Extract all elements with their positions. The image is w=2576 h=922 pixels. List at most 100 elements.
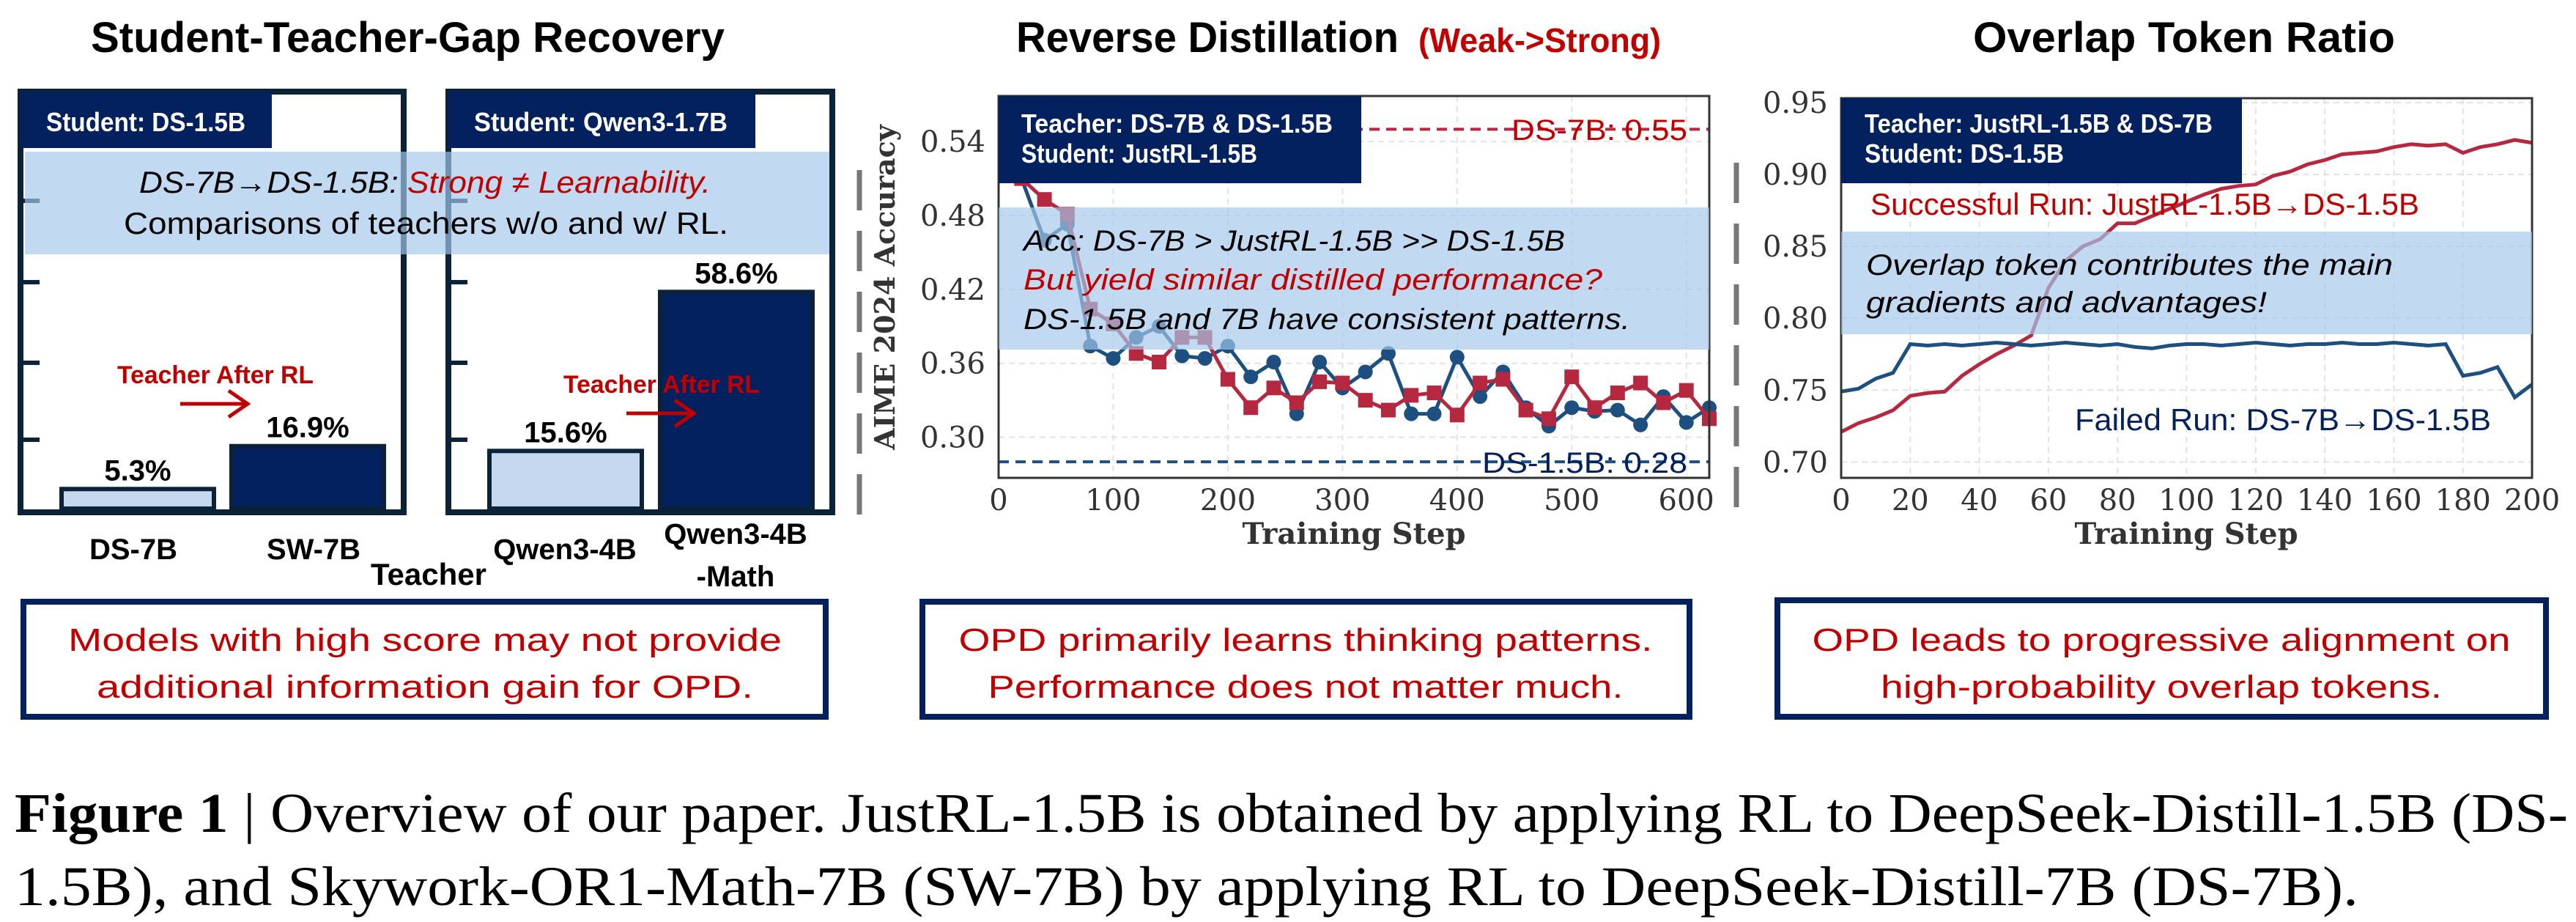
y-tick-label: 0.80 bbox=[1763, 302, 1828, 336]
data-point-circle bbox=[1449, 350, 1465, 365]
y-tick-label: 0.85 bbox=[1763, 230, 1828, 264]
data-point-circle bbox=[1473, 389, 1488, 405]
y-tick-label: 0.90 bbox=[1763, 158, 1828, 192]
band-text-line3: DS-1.5B and 7B have consistent patterns. bbox=[1024, 303, 1630, 336]
teacher-label: Teacher: DS-7B & DS-1.5B bbox=[1021, 108, 1333, 139]
summary-box-overlap: OPD leads to progressive alignment on hi… bbox=[1774, 597, 2549, 720]
band-text-line1: DS-7B→DS-1.5B: Strong ≠ Learnability. bbox=[139, 165, 711, 199]
teacher-student-box bbox=[1841, 98, 2242, 183]
summary-box-gap: Models with high score may not provide a… bbox=[21, 599, 829, 720]
student-label-box bbox=[21, 92, 272, 148]
data-point-square bbox=[1587, 400, 1602, 416]
x-axis-label: Training Step bbox=[1242, 517, 1465, 551]
x-tick-label: 40 bbox=[1961, 484, 1998, 517]
data-point-circle bbox=[1380, 346, 1396, 361]
bar bbox=[658, 289, 815, 511]
summary-line2: Performance does not matter much. bbox=[988, 669, 1624, 705]
x-tick-label: 400 bbox=[1429, 484, 1485, 517]
bar bbox=[487, 449, 644, 511]
student-label: Student: DS-1.5B bbox=[1865, 139, 2064, 169]
data-point-circle bbox=[1106, 350, 1121, 366]
x-axis-label: Training Step bbox=[2074, 517, 2298, 551]
x-tick-label: 200 bbox=[1200, 484, 1256, 517]
teacher-student-box bbox=[999, 96, 1361, 183]
data-point-square bbox=[1037, 192, 1052, 207]
student-label: Student: JustRL-1.5B bbox=[1021, 139, 1257, 169]
data-point-square bbox=[1495, 372, 1511, 387]
data-point-circle bbox=[1564, 400, 1580, 416]
y-tick-label: 0.95 bbox=[1763, 86, 1828, 120]
summary-line1: OPD leads to progressive alignment on bbox=[1813, 622, 2511, 658]
band-text-line1: Overlap token contributes the main bbox=[1866, 249, 2393, 281]
bar bbox=[59, 487, 216, 512]
data-point-square bbox=[1656, 395, 1671, 410]
panel-gap-recovery: Student-Teacher-Gap Recovery 5.3% 16.9% 15… bbox=[18, 14, 835, 593]
bar-marks: 5.3% 16.9% 15.6% 58.6% bbox=[23, 199, 815, 512]
reference-label-ds7b: DS-7B: 0.55 bbox=[1511, 114, 1687, 147]
data-point-circle bbox=[1404, 406, 1419, 421]
series-line bbox=[1840, 341, 2534, 400]
data-point-square bbox=[1610, 386, 1625, 401]
band-text-line2: gradients and advantages! bbox=[1866, 287, 2267, 319]
highlight-band bbox=[25, 152, 829, 254]
x-tick-label: 600 bbox=[1659, 484, 1714, 517]
data-point-circle bbox=[1266, 355, 1281, 370]
data-point-circle bbox=[1610, 402, 1625, 418]
y-axis-label: AIME 2024 Accuracy bbox=[868, 124, 901, 451]
data-point-square bbox=[1335, 375, 1350, 391]
data-point-square bbox=[1633, 375, 1648, 391]
y-tick-label: 0.54 bbox=[920, 125, 985, 159]
arrow-right-icon bbox=[180, 388, 251, 419]
band-text-line2: Comparisons of teachers w/o and w/ RL. bbox=[124, 206, 728, 240]
data-point-circle bbox=[1289, 406, 1304, 421]
figure-caption-line2: 1.5B), and Skywork-OR1-Math-7B (SW-7B) b… bbox=[15, 856, 2358, 918]
x-tick-label: 0 bbox=[989, 484, 1007, 517]
panel-title: Overlap Token Ratio bbox=[1973, 14, 2395, 62]
band-text-line2: But yield similar distilled performance? bbox=[1024, 264, 1603, 296]
teacher-label: Teacher: JustRL-1.5B & DS-7B bbox=[1865, 108, 2213, 139]
band-text-line1: Acc: DS-7B > JustRL-1.5B >> DS-1.5B bbox=[1022, 225, 1565, 257]
figure-label: Figure 1 bbox=[15, 783, 229, 844]
panel-reverse-distillation: Reverse Distillation (Weak->Strong) 0 100… bbox=[868, 14, 1717, 551]
y-tick-label: 0.70 bbox=[1763, 446, 1828, 479]
x-tick-label: Qwen3-4B bbox=[664, 518, 807, 550]
data-point-square bbox=[1128, 346, 1144, 361]
data-point-circle bbox=[1174, 348, 1190, 364]
y-tick-label: 0.48 bbox=[920, 199, 985, 233]
bar-value-label: 58.6% bbox=[695, 257, 777, 289]
arrow-right-icon bbox=[626, 398, 697, 429]
x-tick-label: 500 bbox=[1544, 484, 1599, 517]
x-tick-label: DS-7B bbox=[89, 534, 177, 566]
summary-line1: Models with high score may not provide bbox=[68, 622, 782, 658]
bar-value-label: 16.9% bbox=[266, 412, 349, 444]
data-point-square bbox=[1152, 355, 1167, 370]
student-label: Student: DS-1.5B bbox=[46, 107, 245, 137]
y-tick-label: 0.36 bbox=[920, 347, 985, 381]
data-point-square bbox=[1380, 402, 1396, 418]
data-point-square bbox=[1518, 402, 1533, 418]
x-tick-label: -Math bbox=[697, 561, 775, 593]
reference-label-ds15b: DS-1.5B: 0.28 bbox=[1482, 447, 1687, 479]
x-tick-label: 300 bbox=[1314, 484, 1370, 517]
data-point-square bbox=[1473, 375, 1488, 391]
x-tick-label: 20 bbox=[1892, 484, 1929, 517]
data-point-circle bbox=[1426, 406, 1442, 421]
highlight-band bbox=[999, 207, 1709, 350]
summary-line1: OPD primarily learns thinking patterns. bbox=[959, 622, 1653, 658]
data-point-circle bbox=[1197, 350, 1213, 366]
data-point-circle bbox=[1312, 355, 1328, 370]
data-point-circle bbox=[1633, 417, 1648, 432]
data-point-square bbox=[1220, 372, 1235, 387]
x-tick-label: Qwen3-4B bbox=[493, 534, 637, 566]
student-label-box bbox=[448, 92, 755, 148]
x-tick-label: SW-7B bbox=[267, 534, 360, 566]
y-tick-label: 0.75 bbox=[1763, 374, 1828, 407]
summary-line2: additional information gain for OPD. bbox=[97, 669, 753, 705]
data-point-circle bbox=[1679, 415, 1694, 430]
x-tick-label: 100 bbox=[2158, 484, 2214, 517]
panel-title-suffix: (Weak->Strong) bbox=[1418, 21, 1661, 59]
data-point-square bbox=[1243, 400, 1259, 416]
figure-caption-line1: Figure 1 | Overview of our paper. JustRL… bbox=[15, 783, 2568, 844]
data-point-square bbox=[1404, 388, 1419, 403]
